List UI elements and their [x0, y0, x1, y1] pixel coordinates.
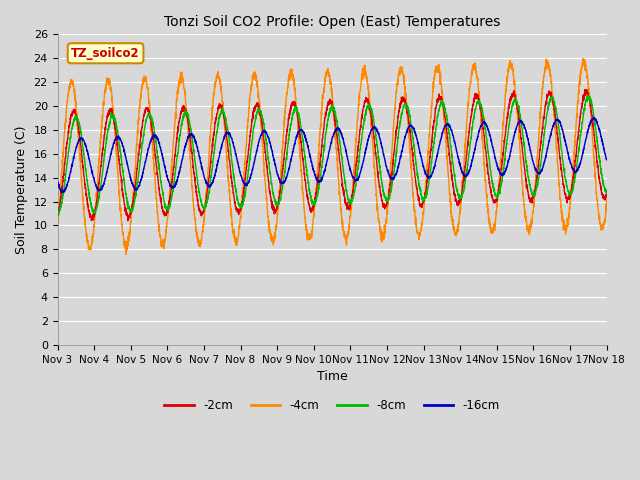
Title: Tonzi Soil CO2 Profile: Open (East) Temperatures: Tonzi Soil CO2 Profile: Open (East) Temp… [164, 15, 500, 29]
X-axis label: Time: Time [317, 370, 348, 383]
Y-axis label: Soil Temperature (C): Soil Temperature (C) [15, 125, 28, 254]
Text: TZ_soilco2: TZ_soilco2 [71, 47, 140, 60]
Legend: -2cm, -4cm, -8cm, -16cm: -2cm, -4cm, -8cm, -16cm [160, 394, 504, 417]
